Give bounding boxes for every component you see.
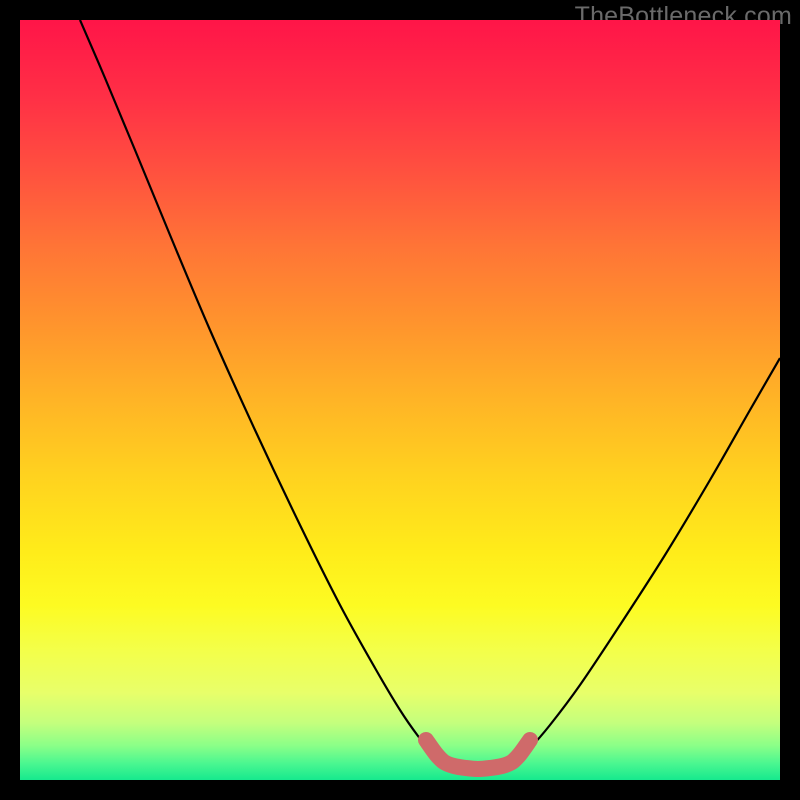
chart-frame: TheBottleneck.com bbox=[0, 0, 800, 800]
chart-svg bbox=[20, 20, 780, 780]
gradient-background bbox=[20, 20, 780, 780]
plot-area bbox=[20, 20, 780, 780]
